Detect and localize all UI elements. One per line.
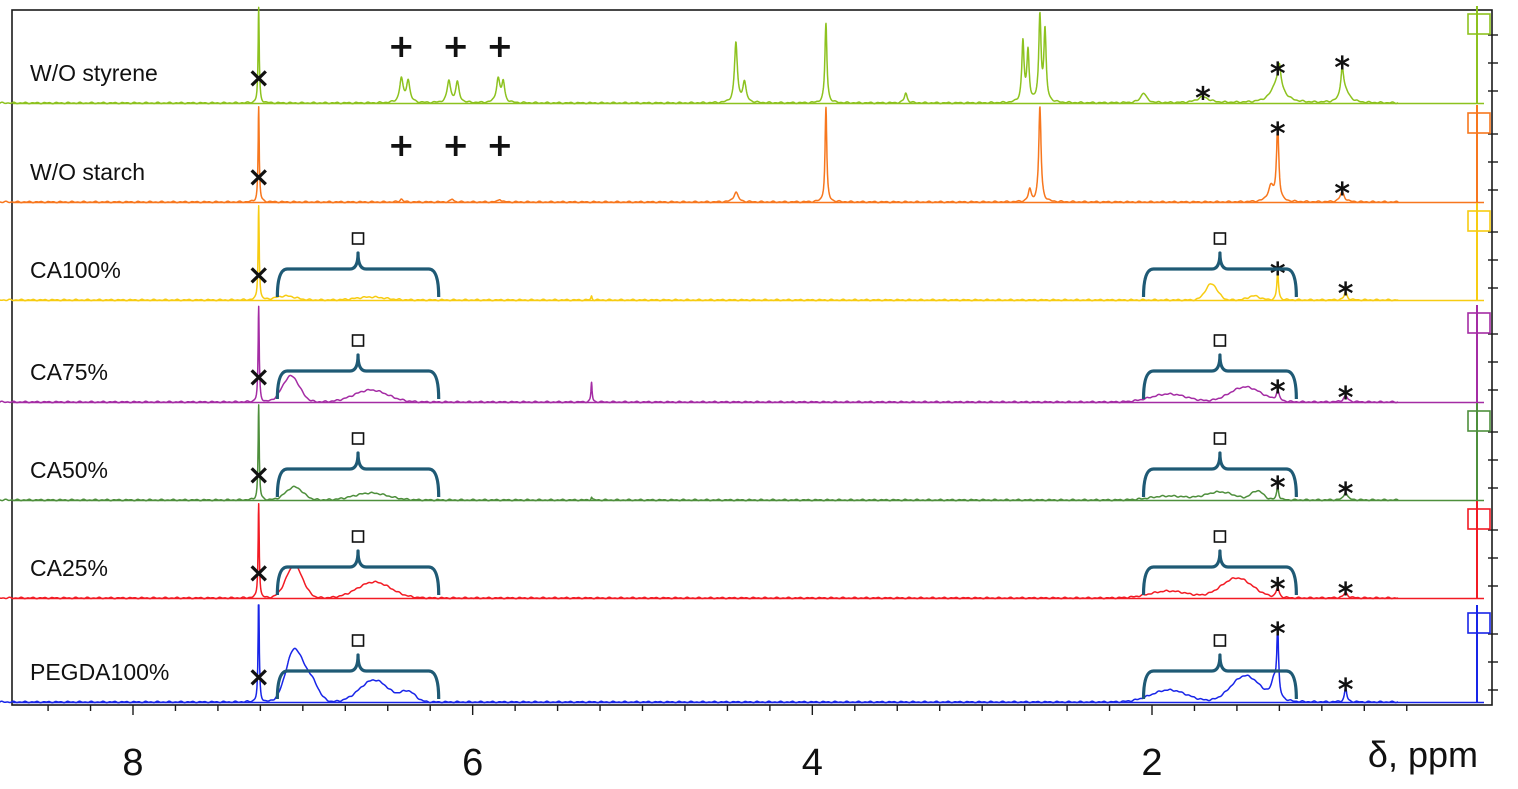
polymer-brace bbox=[275, 653, 441, 700]
series-legend-box bbox=[1467, 312, 1491, 334]
polymer-brace bbox=[1141, 549, 1298, 596]
polymer-brace bbox=[1141, 653, 1298, 700]
polymer-brace bbox=[275, 451, 441, 498]
spectrum-line bbox=[0, 305, 1399, 404]
spectrum-traces bbox=[0, 6, 1491, 704]
spectrum-label: PEGDA100% bbox=[30, 659, 169, 685]
polymer-brace bbox=[275, 251, 441, 298]
spectrum-line bbox=[0, 404, 1399, 502]
polymer-marker bbox=[351, 232, 365, 245]
vinyl-marker: + bbox=[486, 126, 513, 164]
vinyl-marker: + bbox=[388, 126, 415, 164]
spectrum-label: W/O styrene bbox=[30, 60, 158, 86]
peak-marker: * bbox=[1338, 577, 1354, 612]
spectrum-label: W/O starch bbox=[30, 159, 145, 185]
spectrum-line bbox=[0, 106, 1399, 204]
polymer-marker bbox=[351, 634, 365, 647]
polymer-marker bbox=[1213, 634, 1227, 647]
peak-annotations: × + + + * * * × + + + * * × * * × * * × * * × * * × * * bbox=[247, 27, 1354, 708]
peak-marker: * bbox=[1334, 177, 1350, 212]
spectrum-6 bbox=[0, 604, 1491, 704]
series-legend-box bbox=[1467, 210, 1491, 232]
peak-marker: * bbox=[1338, 277, 1354, 312]
vinyl-marker: + bbox=[486, 27, 513, 65]
peak-marker: * bbox=[1270, 617, 1286, 652]
spectrum-line bbox=[0, 6, 1399, 105]
residual-marker: × bbox=[247, 360, 270, 393]
polymer-marker bbox=[351, 530, 365, 543]
polymer-brace bbox=[1141, 451, 1298, 498]
polymer-marker bbox=[1213, 432, 1227, 445]
x-tick-label: 4 bbox=[802, 742, 823, 784]
vinyl-marker: + bbox=[388, 27, 415, 65]
spectrum-2 bbox=[0, 203, 1491, 302]
series-legend-box bbox=[1467, 612, 1491, 634]
spectrum-label: CA100% bbox=[30, 257, 121, 283]
residual-marker: × bbox=[247, 61, 270, 94]
residual-marker: × bbox=[247, 160, 270, 193]
series-legend-box bbox=[1467, 410, 1491, 432]
spectrum-label: CA75% bbox=[30, 359, 108, 385]
polymer-marker bbox=[1213, 232, 1227, 245]
spectrum-line bbox=[0, 502, 1399, 600]
spectrum-line bbox=[0, 204, 1399, 302]
peak-marker: * bbox=[1270, 117, 1286, 152]
residual-marker: × bbox=[247, 458, 270, 491]
spectrum-label: CA25% bbox=[30, 555, 108, 581]
polymer-brace bbox=[275, 549, 441, 596]
peak-marker: * bbox=[1338, 673, 1354, 708]
x-axis: 8 6 4 2 bbox=[47, 34, 1498, 784]
spectrum-line bbox=[0, 604, 1399, 704]
residual-marker: × bbox=[247, 660, 270, 693]
spectrum-0 bbox=[0, 6, 1491, 105]
peak-marker: * bbox=[1270, 572, 1286, 607]
residual-marker: × bbox=[247, 258, 270, 291]
vinyl-marker: + bbox=[442, 126, 469, 164]
polymer-brace bbox=[1141, 251, 1298, 298]
spectrum-4 bbox=[0, 403, 1491, 502]
peak-marker: * bbox=[1270, 257, 1286, 292]
polymer-brace bbox=[1141, 353, 1298, 400]
peak-marker: * bbox=[1270, 471, 1286, 506]
residual-marker: × bbox=[247, 556, 270, 589]
peak-marker: * bbox=[1270, 375, 1286, 410]
series-legend-box bbox=[1467, 112, 1491, 134]
polymer-marker bbox=[351, 432, 365, 445]
peak-marker: * bbox=[1195, 82, 1211, 117]
x-tick-label: 2 bbox=[1141, 742, 1162, 784]
spectrum-1 bbox=[0, 105, 1491, 204]
plot-frame bbox=[11, 9, 1493, 706]
vinyl-marker: + bbox=[442, 27, 469, 65]
spectrum-label: CA50% bbox=[30, 457, 108, 483]
spectrum-5 bbox=[0, 501, 1491, 600]
x-tick-label: 6 bbox=[462, 742, 483, 784]
spectrum-3 bbox=[0, 305, 1491, 404]
series-legend-box bbox=[1467, 508, 1491, 530]
peak-marker: * bbox=[1338, 477, 1354, 512]
peak-marker: * bbox=[1334, 51, 1350, 86]
series-legend-box bbox=[1467, 13, 1491, 35]
x-tick-label: 8 bbox=[122, 742, 143, 784]
spectrum-labels: W/O styrene W/O starch CA100% CA75% CA50% CA2… bbox=[30, 60, 169, 685]
polymer-marker bbox=[1213, 530, 1227, 543]
polymer-marker bbox=[351, 334, 365, 347]
polymer-brace bbox=[275, 353, 441, 400]
x-axis-title: δ, ppm bbox=[1368, 734, 1478, 775]
polymer-marker bbox=[1213, 334, 1227, 347]
peak-marker: * bbox=[1338, 381, 1354, 416]
peak-marker: * bbox=[1270, 57, 1286, 92]
